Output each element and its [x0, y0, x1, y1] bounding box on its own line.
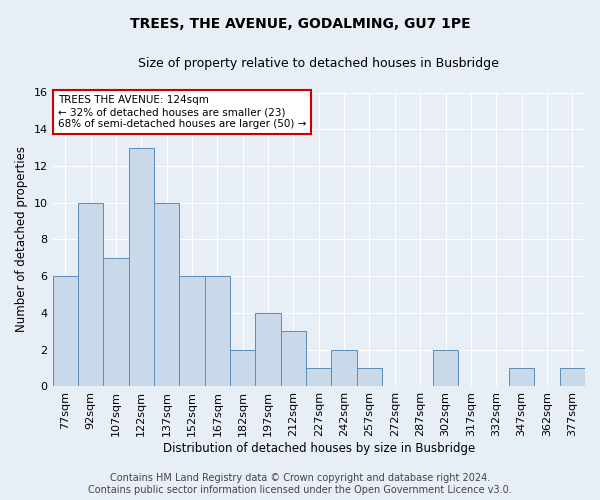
- Bar: [306, 368, 331, 386]
- Text: TREES, THE AVENUE, GODALMING, GU7 1PE: TREES, THE AVENUE, GODALMING, GU7 1PE: [130, 18, 470, 32]
- Bar: [205, 276, 230, 386]
- Bar: [103, 258, 128, 386]
- Bar: [560, 368, 585, 386]
- Title: Size of property relative to detached houses in Busbridge: Size of property relative to detached ho…: [139, 58, 499, 70]
- Bar: [230, 350, 256, 387]
- Y-axis label: Number of detached properties: Number of detached properties: [15, 146, 28, 332]
- Bar: [53, 276, 78, 386]
- Bar: [331, 350, 357, 387]
- Bar: [128, 148, 154, 386]
- Bar: [281, 332, 306, 386]
- Bar: [509, 368, 534, 386]
- Bar: [357, 368, 382, 386]
- Text: Contains HM Land Registry data © Crown copyright and database right 2024.
Contai: Contains HM Land Registry data © Crown c…: [88, 474, 512, 495]
- Bar: [256, 313, 281, 386]
- Bar: [433, 350, 458, 387]
- Text: TREES THE AVENUE: 124sqm
← 32% of detached houses are smaller (23)
68% of semi-d: TREES THE AVENUE: 124sqm ← 32% of detach…: [58, 96, 306, 128]
- Bar: [78, 202, 103, 386]
- X-axis label: Distribution of detached houses by size in Busbridge: Distribution of detached houses by size …: [163, 442, 475, 455]
- Bar: [154, 202, 179, 386]
- Bar: [179, 276, 205, 386]
